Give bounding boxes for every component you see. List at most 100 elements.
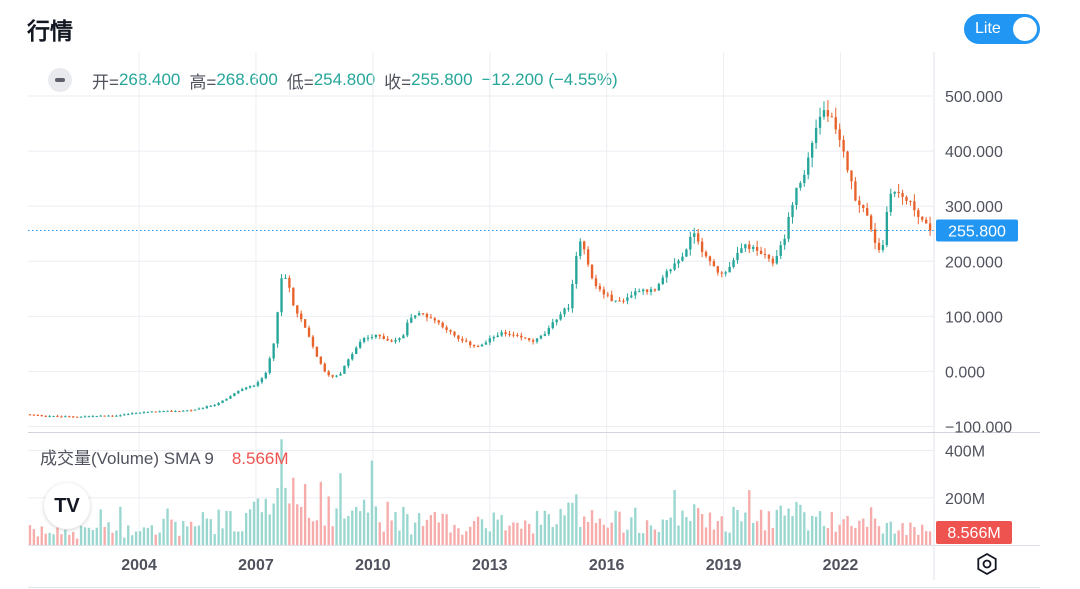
last-price-badge [936,219,1018,242]
candle-body [583,241,586,250]
volume-bar [771,528,775,545]
volume-bar [693,504,696,545]
volume-bar [123,537,126,545]
candle-body [649,289,653,292]
tradingview-logo[interactable]: TV [44,483,90,529]
candle-body [803,174,806,184]
candle-body [72,416,75,418]
volume-bar [712,529,716,545]
candle-body [563,308,566,315]
candle-body [795,187,798,206]
chart-overlay: 500.000 400.000 300.000 200.000 100.000 0.000… [28,89,1018,574]
candle-body [641,289,645,292]
volume-bar [252,501,256,545]
volume-bar [873,518,877,545]
open-value: 268.400 [118,70,181,89]
candle-body [64,416,67,418]
volume-bar [32,529,36,545]
candle-body [469,341,472,346]
candle-body [209,405,212,407]
candle-body [335,375,338,377]
candle-body [331,375,334,377]
volume-bar [437,522,440,545]
volume-bar [685,516,688,545]
candle-body [775,255,778,264]
candle-body [150,411,153,413]
price-tick-label: −100.000 [945,419,1012,436]
volume-bar [303,484,307,545]
candle-body [598,286,602,290]
candle-body [516,335,519,337]
candle-body [704,251,708,257]
candle-body [241,389,244,391]
candle-body [543,334,547,336]
close-label: 收= [384,72,412,92]
volume-bar [669,517,672,545]
candle-body [394,339,397,342]
candle-body [433,318,437,321]
volume-bar [496,519,499,545]
candle-body [68,416,71,418]
candle-body [201,408,205,410]
volume-bar [166,508,169,545]
volume-bar [590,510,594,545]
candle-body [524,337,527,339]
volume-bar [807,530,810,545]
volume-bar [508,525,511,545]
lite-toggle[interactable]: Lite [964,14,1040,44]
volume-bar [720,516,723,545]
volume-bar [594,522,598,545]
volume-bar [119,506,122,545]
volume-bar [531,533,535,545]
candle-body [166,410,169,412]
settings-icon[interactable] [975,552,999,576]
collapse-legend-icon[interactable] [48,68,72,92]
volume-bar [779,505,782,545]
candle-body [197,408,201,410]
candle-body [586,249,590,265]
volume-bar [56,527,59,545]
volume-bar [288,503,291,545]
candle-body [787,216,790,239]
candle-body [677,260,680,264]
volume-bar [107,522,110,545]
candle-body [119,415,122,417]
volume-bar [323,525,326,545]
volume-bar [555,524,558,545]
volume-bar [170,519,173,545]
candle-body [449,329,452,332]
volume-bar [740,521,743,545]
price-tick-label: 400.000 [945,144,1003,161]
candle-body [799,183,802,188]
lite-toggle-label: Lite [975,20,1001,37]
volume-bar [186,526,189,545]
volume-bar [331,526,334,545]
candle-body [213,404,216,406]
volume-bar [649,525,653,545]
candle-body [398,338,401,340]
candle-body [189,410,193,412]
volume-bar [901,523,904,545]
volume-bar [103,526,106,545]
candle-body [527,338,531,341]
volume-bar [653,529,657,545]
candle-body [893,191,896,194]
volume-bar [862,518,865,545]
volume-bar [410,534,413,545]
candle-body [716,266,720,273]
volume-bar [197,525,201,545]
candle-body [366,337,370,339]
volume-bar [284,487,287,545]
volume-bar [264,498,267,545]
volume-bar [814,516,818,545]
volume-bar [708,512,712,545]
volume-bar [728,532,731,545]
candle-body [626,297,629,301]
volume-bar [315,520,319,545]
candle-body [319,356,323,364]
volume-bar [700,513,704,545]
volume-bar [858,520,861,545]
candle-body [496,335,499,337]
volume-bar [95,527,98,545]
